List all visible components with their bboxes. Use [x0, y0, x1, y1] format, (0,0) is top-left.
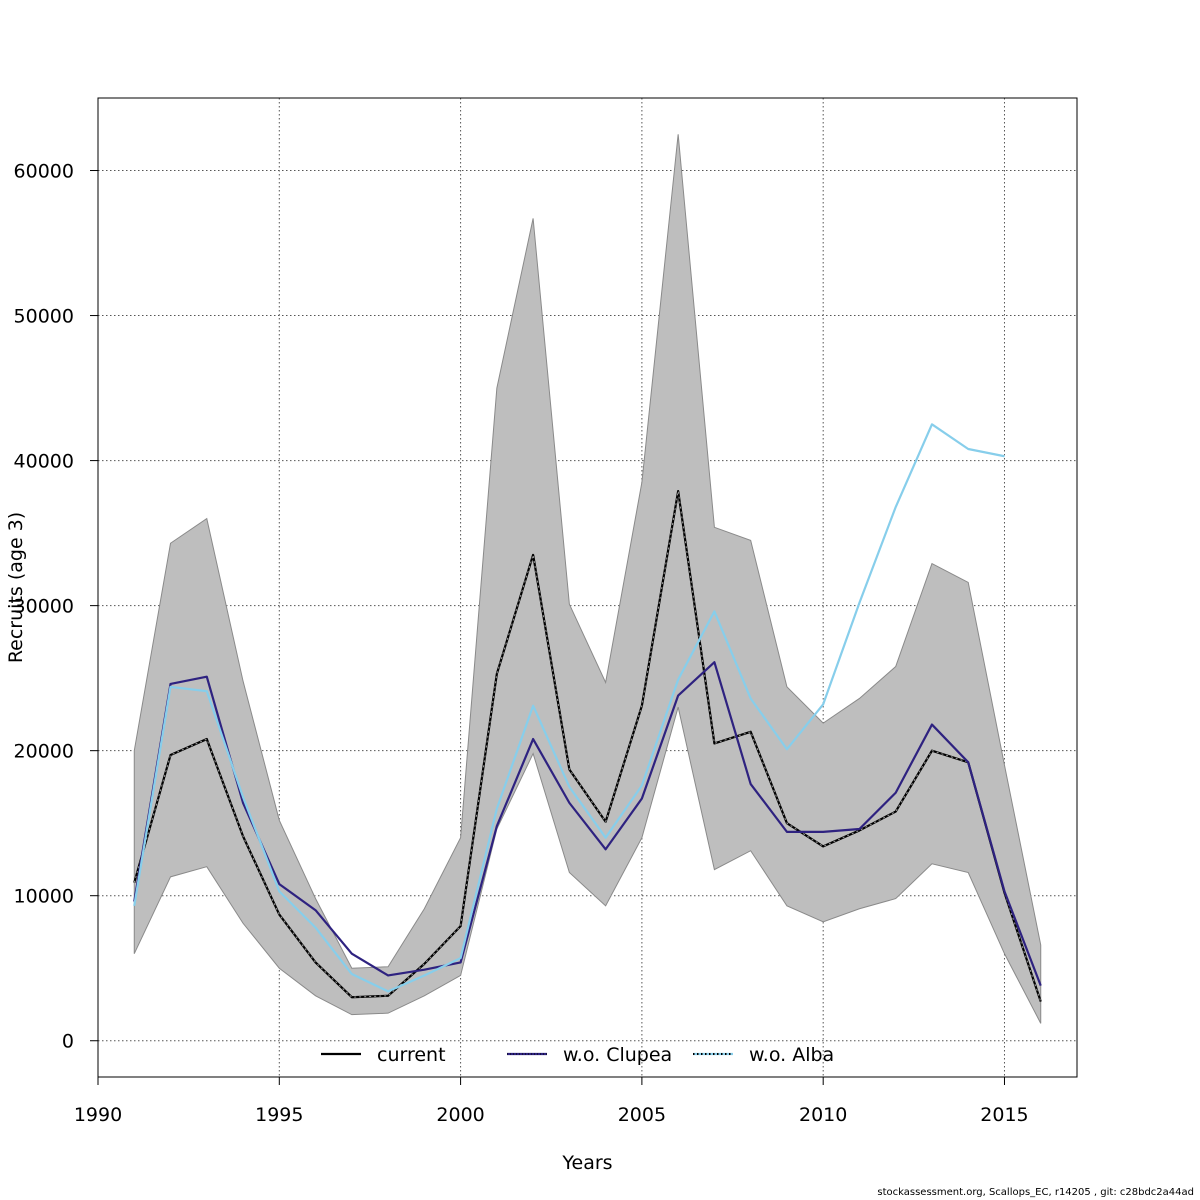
- x-axis: 1990 1995 2000 2005 2010 2015: [74, 1076, 1029, 1126]
- y-tick-label: 60000: [14, 161, 74, 183]
- series-layer: [133, 423, 1042, 1002]
- legend-label-1: w.o. Clupea: [563, 1044, 672, 1066]
- y-tick-label: 30000: [14, 596, 74, 618]
- x-tick-label: 1995: [255, 1104, 303, 1126]
- x-tick-label: 2005: [618, 1104, 666, 1126]
- series-line-2: [133, 423, 1005, 993]
- confidence-band: [133, 134, 1042, 1024]
- series-line-1: [133, 661, 1042, 987]
- y-tick-label: 40000: [14, 451, 74, 473]
- legend-label-2: w.o. Alba: [749, 1044, 834, 1066]
- credit-text: stockassessment.org, Scallops_EC, r14205…: [877, 1187, 1194, 1198]
- y-tick-label: 10000: [14, 886, 74, 908]
- series-line-0: [133, 489, 1042, 1002]
- y-axis: 0 10000 20000 30000 40000 50000 60000: [14, 161, 99, 1053]
- x-tick-label: 2010: [799, 1104, 847, 1126]
- legend-label-0: current: [377, 1044, 446, 1066]
- y-tick-label: 50000: [14, 306, 74, 328]
- y-axis-label: Recruits (age 3): [5, 512, 27, 663]
- x-tick-label: 2015: [980, 1104, 1028, 1126]
- x-axis-label: Years: [561, 1152, 612, 1174]
- confidence-band-layer: [133, 134, 1042, 1024]
- y-tick-label: 20000: [14, 741, 74, 763]
- y-tick-label: 0: [62, 1031, 74, 1053]
- x-tick-label: 2000: [436, 1104, 484, 1126]
- x-tick-label: 1990: [74, 1104, 122, 1126]
- legend: current w.o. Clupea w.o. Alba: [321, 1044, 834, 1066]
